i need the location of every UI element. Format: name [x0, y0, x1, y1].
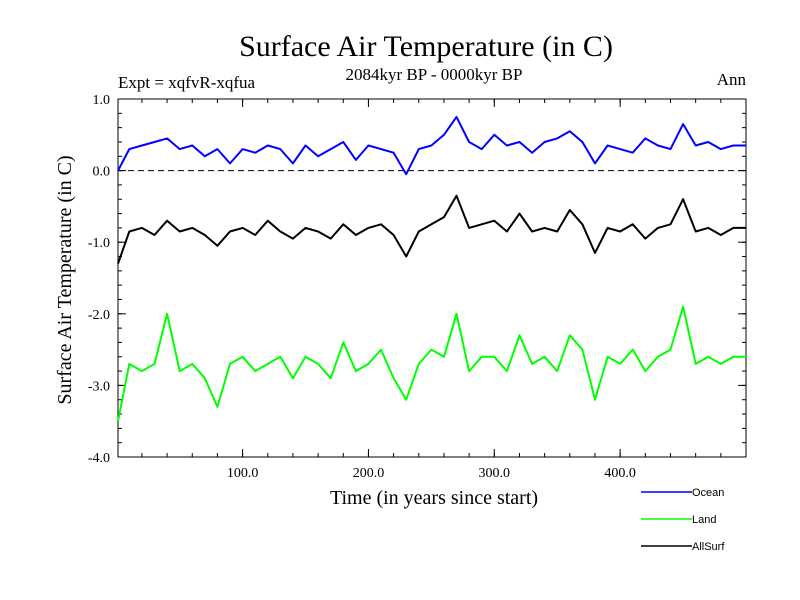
plot-frame: [117, 98, 747, 458]
x-tick-label: 100.0: [227, 466, 259, 481]
y-tick-label: 0.0: [93, 165, 111, 180]
series-line-ocean: [117, 115, 746, 176]
x-axis-label: Time (in years since start): [330, 487, 538, 509]
plot-area: 1.0 0.0 -1.0 -2.0 -3.0 -4.0 100.0 200.0 300.0 400…: [88, 93, 747, 481]
chart-title: Surface Air Temperature (in C): [239, 30, 613, 63]
x-tick-label: 400.0: [604, 466, 636, 481]
y-tick-label: 1.0: [93, 93, 111, 108]
x-tick-label: 200.0: [353, 466, 385, 481]
y-tick-label: -1.0: [88, 236, 110, 251]
x-tick-label: 300.0: [479, 466, 511, 481]
legend-label-land: Land: [692, 514, 716, 526]
series-line-land: [117, 305, 746, 422]
y-axis-label: Surface Air Temperature (in C): [54, 155, 76, 404]
legend-label-allsurf: AllSurf: [692, 541, 725, 553]
experiment-label: Expt = xqfvR-xqfua: [118, 73, 256, 92]
y-tick-label: -4.0: [88, 451, 110, 466]
legend: Ocean Land AllSurf: [641, 487, 725, 553]
y-tick-label: -2.0: [88, 308, 110, 323]
series-line-allsurf: [117, 194, 746, 265]
legend-label-ocean: Ocean: [692, 487, 724, 499]
season-label: Ann: [717, 70, 747, 89]
period-label: 2084kyr BP - 0000kyr BP: [346, 65, 523, 84]
y-tick-label: -3.0: [88, 379, 110, 394]
